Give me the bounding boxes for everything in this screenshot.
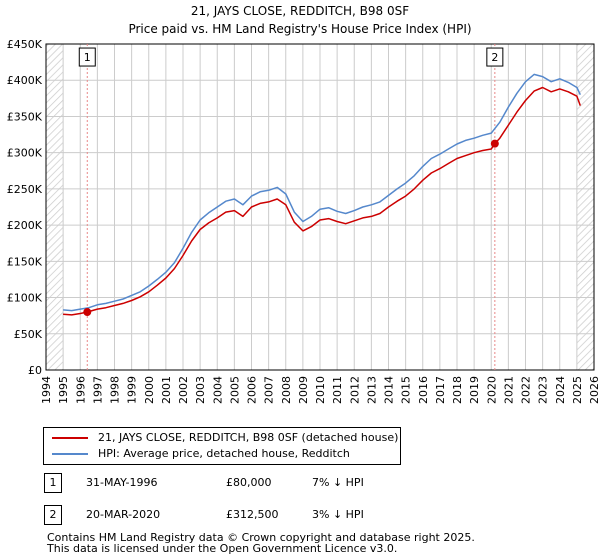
y-tick-label: £300K bbox=[7, 147, 43, 160]
hatched-region bbox=[576, 44, 594, 370]
hatched-region bbox=[46, 44, 64, 370]
x-tick-label: 2006 bbox=[246, 376, 259, 404]
line-chart: £0 £50K £100K £150K £200K £250K £300K £350K £400… bbox=[7, 38, 600, 404]
x-tick-label: 2026 bbox=[588, 376, 600, 404]
x-tick-label: 2011 bbox=[331, 376, 344, 404]
plot-border bbox=[45, 43, 595, 371]
x-tick-label: 2019 bbox=[468, 376, 481, 404]
sale-marker bbox=[83, 308, 92, 317]
x-tick-label: 2017 bbox=[434, 376, 447, 404]
chart-title: 21, JAYS CLOSE, REDDITCH, B98 0SF bbox=[190, 4, 410, 18]
x-tick-label: 1998 bbox=[109, 376, 122, 404]
transaction-hpi-diff: 3% ↓ HPI bbox=[312, 508, 364, 521]
legend: 21, JAYS CLOSE, REDDITCH, B98 0SF (detac… bbox=[43, 427, 401, 465]
x-tick-label: 2016 bbox=[417, 376, 430, 404]
x-tick-label: 2015 bbox=[400, 376, 413, 404]
x-tick-label: 1999 bbox=[126, 376, 139, 404]
transaction-hpi-diff: 7% ↓ HPI bbox=[312, 476, 364, 489]
y-tick-label: £400K bbox=[7, 74, 43, 87]
legend-label-hpi: HPI: Average price, detached house, Redd… bbox=[98, 447, 350, 460]
x-tick-label: 2003 bbox=[194, 376, 207, 404]
transaction-price: £312,500 bbox=[226, 508, 279, 521]
x-tick-label: 2005 bbox=[228, 376, 241, 404]
transaction-price: £80,000 bbox=[226, 476, 272, 489]
x-tick-label: 2001 bbox=[160, 376, 173, 404]
transaction-badge: 2 bbox=[44, 505, 62, 525]
legend-swatch-price bbox=[52, 437, 88, 439]
x-tick-label: 2024 bbox=[554, 376, 567, 404]
y-tick-label: £450K bbox=[7, 38, 43, 51]
legend-swatch-hpi bbox=[52, 453, 88, 455]
x-tick-label: 2008 bbox=[280, 376, 293, 404]
footer: Contains HM Land Registry data © Crown c… bbox=[47, 532, 475, 554]
x-tick-label: 2023 bbox=[537, 376, 550, 404]
annotation-badge bbox=[486, 47, 504, 67]
y-tick-label: £50K bbox=[14, 328, 43, 341]
x-tick-label: 2010 bbox=[314, 376, 327, 404]
y-tick-label: £0 bbox=[28, 364, 42, 377]
y-tick-label: £250K bbox=[7, 183, 43, 196]
y-tick-label: £150K bbox=[7, 255, 43, 268]
transaction-date: 20-MAR-2020 bbox=[86, 508, 161, 521]
x-tick-label: 2004 bbox=[211, 376, 224, 404]
footer-copyright: Contains HM Land Registry data © Crown c… bbox=[47, 531, 475, 544]
x-tick-label: 1995 bbox=[57, 376, 70, 404]
x-tick-label: 2021 bbox=[502, 376, 515, 404]
x-tick-label: 2020 bbox=[485, 376, 498, 404]
footer-license: This data is licensed under the Open Gov… bbox=[47, 542, 398, 555]
annotation-label: 1 bbox=[84, 51, 91, 64]
sale-marker bbox=[490, 139, 499, 148]
y-tick-label: £350K bbox=[7, 110, 43, 123]
x-tick-label: 2012 bbox=[348, 376, 361, 404]
x-tick-label: 2025 bbox=[571, 376, 584, 404]
annotation-label: 2 bbox=[491, 51, 498, 64]
x-tick-label: 2007 bbox=[263, 376, 276, 404]
transaction-date: 31-MAY-1996 bbox=[86, 476, 158, 489]
series-line bbox=[63, 86, 582, 316]
x-tick-label: 2009 bbox=[297, 376, 310, 404]
x-tick-label: 1996 bbox=[74, 376, 87, 404]
x-tick-label: 2013 bbox=[365, 376, 378, 404]
transaction-badge: 1 bbox=[44, 473, 62, 493]
annotation-badge bbox=[78, 47, 96, 67]
x-tick-label: 2000 bbox=[143, 376, 156, 404]
x-tick-label: 2002 bbox=[177, 376, 190, 404]
x-tick-label: 2022 bbox=[520, 376, 533, 404]
x-tick-label: 2018 bbox=[451, 376, 464, 404]
y-tick-label: £100K bbox=[7, 292, 43, 305]
series-line bbox=[63, 73, 581, 312]
x-tick-label: 2014 bbox=[383, 376, 396, 404]
x-tick-label: 1994 bbox=[40, 376, 53, 404]
x-tick-label: 1997 bbox=[91, 376, 104, 404]
chart-subtitle: Price paid vs. HM Land Registry's House … bbox=[128, 22, 472, 36]
legend-label-price: 21, JAYS CLOSE, REDDITCH, B98 0SF (detac… bbox=[98, 431, 399, 444]
y-tick-label: £200K bbox=[7, 219, 43, 232]
